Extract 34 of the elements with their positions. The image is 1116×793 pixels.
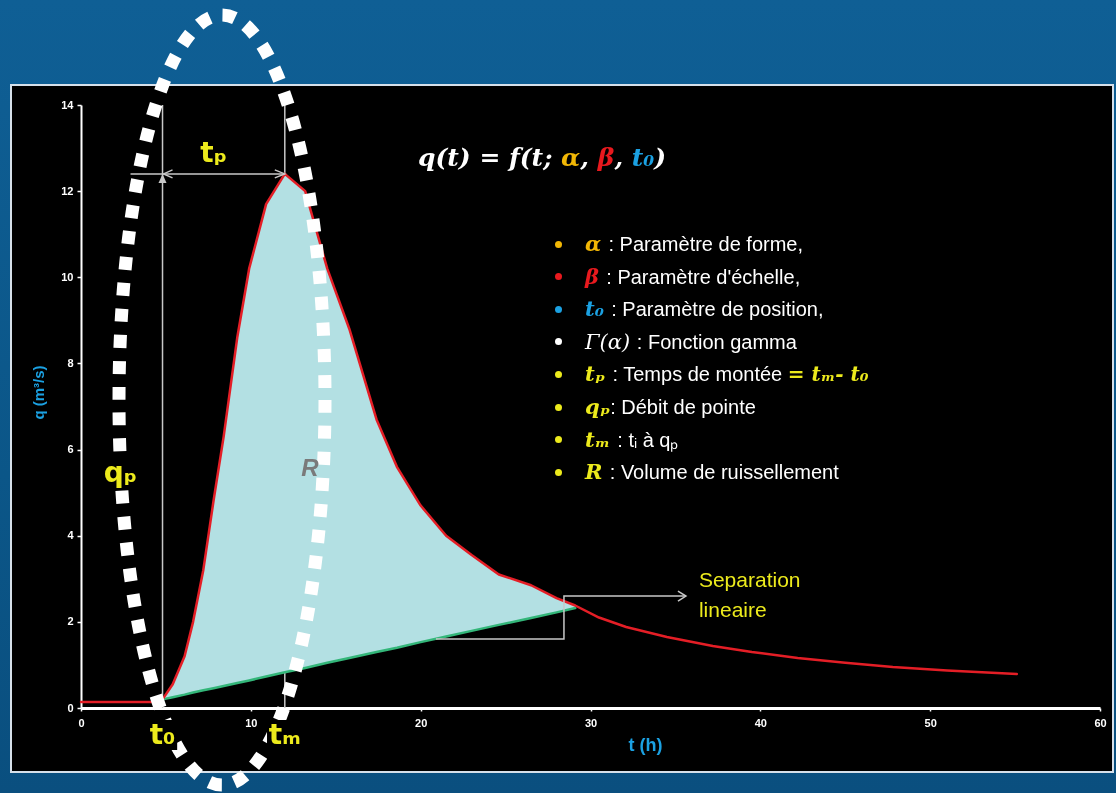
annotation: qₚ <box>101 456 140 489</box>
annotation: R <box>301 453 319 482</box>
annotation: β : Paramètre d'échelle, <box>585 263 801 289</box>
ref-line-label: t₀ <box>147 718 178 751</box>
ref-line-label: tₘ <box>266 718 303 751</box>
y-axis-title: q (m³/s) <box>29 365 47 420</box>
annotation: Γ(α) : Fonction gamma <box>585 329 797 354</box>
x-tick-label: 20 <box>415 716 428 729</box>
annotation: R : Volume de ruissellement <box>585 459 839 485</box>
annotation: q(t) = f(t; α, β, t₀) <box>418 143 667 172</box>
annotation: qₚ: Débit de pointe <box>585 394 756 419</box>
annotation: t₀ : Paramètre de position, <box>585 296 824 322</box>
x-tick-label: 30 <box>584 716 598 729</box>
y-tick-label: 14 <box>61 98 75 111</box>
x-tick-label: 50 <box>924 716 937 729</box>
y-tick-label: 6 <box>67 443 74 456</box>
x-tick-label: 40 <box>754 716 767 729</box>
annotation: tₚ <box>200 135 228 169</box>
y-tick-label: 0 <box>67 701 74 714</box>
y-tick-label: 10 <box>61 270 74 283</box>
annotation: α : Paramètre de forme, <box>585 231 804 256</box>
x-tick-label: 10 <box>245 716 258 729</box>
x-tick-label: 0 <box>78 716 85 729</box>
line-series <box>161 606 577 701</box>
annotation: tₘ : tᵢ à qₚ <box>585 426 679 452</box>
line-series <box>79 172 1019 704</box>
annotation: Separation lineaire <box>698 567 802 624</box>
y-tick-label: 8 <box>67 356 74 369</box>
annotation: tₚ : Temps de montée = tₘ- t₀ <box>585 361 869 387</box>
y-tick-label: 4 <box>67 529 75 542</box>
y-tick-label: 2 <box>67 615 74 628</box>
y-tick-label: 12 <box>61 184 74 197</box>
x-tick-label: 60 <box>1094 716 1107 729</box>
x-axis-title: t (h) <box>628 734 663 755</box>
